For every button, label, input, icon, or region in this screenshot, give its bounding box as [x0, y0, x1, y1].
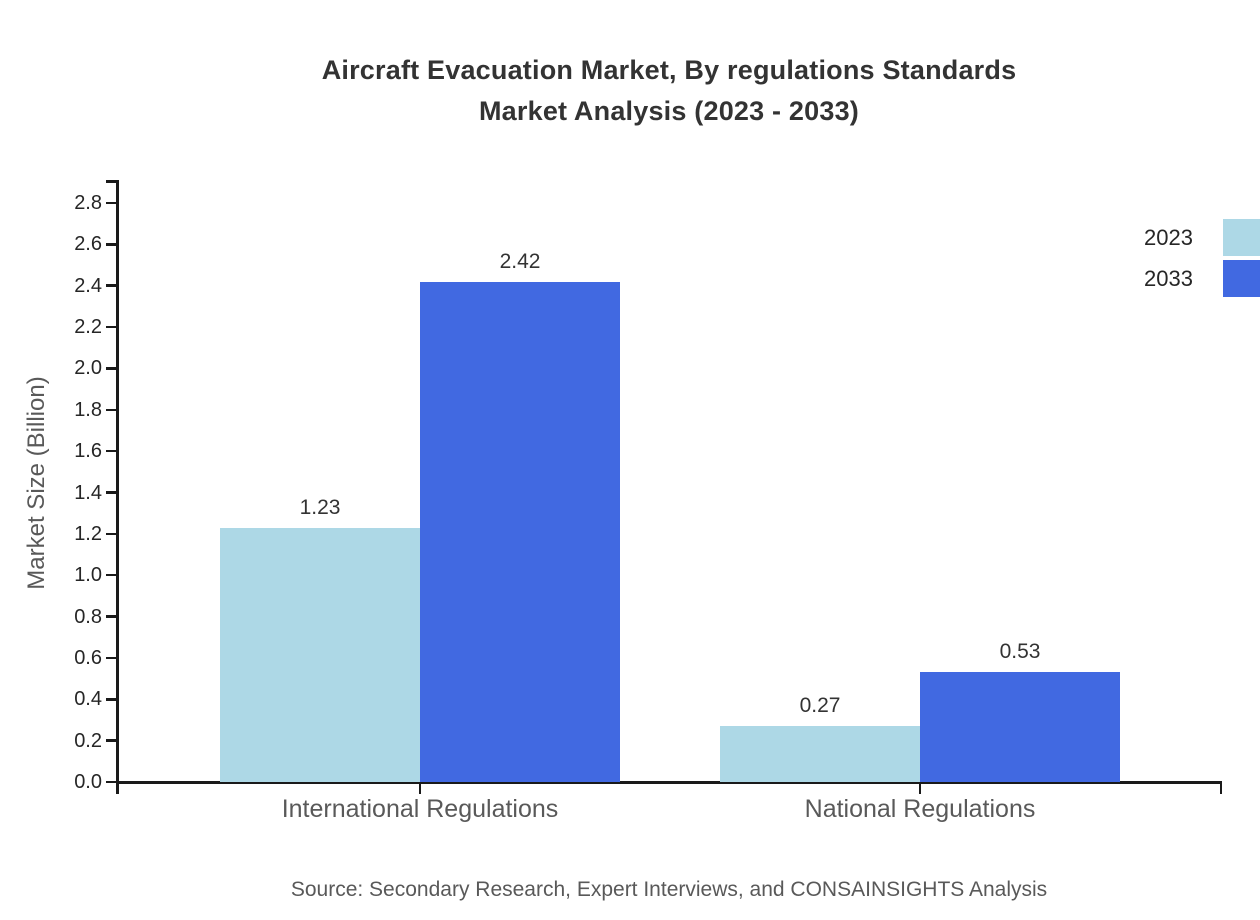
y-tick-label: 1.0 — [74, 564, 102, 587]
y-tick — [106, 656, 116, 660]
y-tick — [106, 201, 116, 205]
source-note: Source: Secondary Research, Expert Inter… — [290, 878, 1048, 901]
y-axis-title: Market Size (Billion) — [23, 376, 50, 590]
x-category-label-national-regulations: National Regulations — [804, 795, 1036, 823]
y-tick-label: 0.8 — [74, 605, 102, 628]
legend-item-2033: 2033 — [1144, 260, 1260, 297]
x-category-label-international-regulations: International Regulations — [281, 795, 559, 823]
x-tick-national-regulations — [918, 783, 922, 794]
y-tick-label: 1.6 — [74, 440, 102, 463]
y-tick-label: 1.2 — [74, 522, 102, 545]
legend: 2023 2033 — [1144, 219, 1260, 297]
y-axis-spine — [116, 180, 119, 784]
y-tick — [106, 532, 116, 536]
value-label-2023-national-regulations: 0.27 — [799, 694, 841, 718]
y-tick — [106, 243, 116, 246]
x-axis-spine — [116, 781, 1222, 784]
legend-swatch-2033 — [1223, 260, 1260, 297]
y-tick — [106, 491, 116, 494]
y-tick-label: 2.0 — [74, 357, 102, 380]
y-tick-label: 0.2 — [74, 729, 102, 752]
y-tick-label: 2.4 — [74, 274, 102, 297]
y-tick — [106, 698, 116, 701]
legend-label-2033: 2033 — [1144, 265, 1193, 291]
y-tick-label: 2.8 — [74, 192, 102, 214]
legend-item-2023: 2023 — [1144, 219, 1260, 256]
bar-2023-international-regulations — [220, 527, 420, 782]
y-tick-label: 1.8 — [74, 398, 102, 421]
y-tick — [106, 408, 116, 412]
y-tick — [106, 449, 116, 453]
y-tick-label: 0.0 — [74, 771, 102, 793]
y-tick-label: 0.4 — [74, 688, 102, 711]
legend-swatch-2023 — [1223, 219, 1260, 256]
y-tick — [106, 367, 116, 370]
y-tick-label: 1.4 — [74, 481, 102, 504]
value-label-2033-national-regulations: 0.53 — [999, 640, 1041, 664]
y-tick — [106, 615, 116, 618]
x-axis-right-end-cap — [1219, 783, 1222, 794]
y-tick — [106, 780, 116, 784]
y-tick — [106, 573, 116, 577]
bar-2023-national-regulations — [720, 726, 920, 782]
bar-2033-national-regulations — [920, 672, 1120, 782]
y-tick — [106, 739, 116, 742]
y-tick — [106, 284, 116, 287]
bar-2033-international-regulations — [420, 281, 620, 782]
y-tick-label: 0.6 — [74, 646, 102, 669]
value-label-2033-international-regulations: 2.42 — [499, 249, 541, 273]
x-tick-international-regulations — [418, 783, 422, 794]
legend-label-2023: 2023 — [1144, 224, 1193, 250]
value-label-2023-international-regulations: 1.23 — [299, 495, 341, 519]
x-axis-left-end-cap — [116, 783, 119, 794]
chart-title: Aircraft Evacuation Market, By regulatio… — [321, 55, 1017, 126]
y-tick — [106, 325, 116, 329]
y-tick-label: 2.6 — [74, 233, 102, 256]
y-axis-end-cap — [106, 180, 116, 183]
y-tick-label: 2.2 — [74, 316, 102, 339]
